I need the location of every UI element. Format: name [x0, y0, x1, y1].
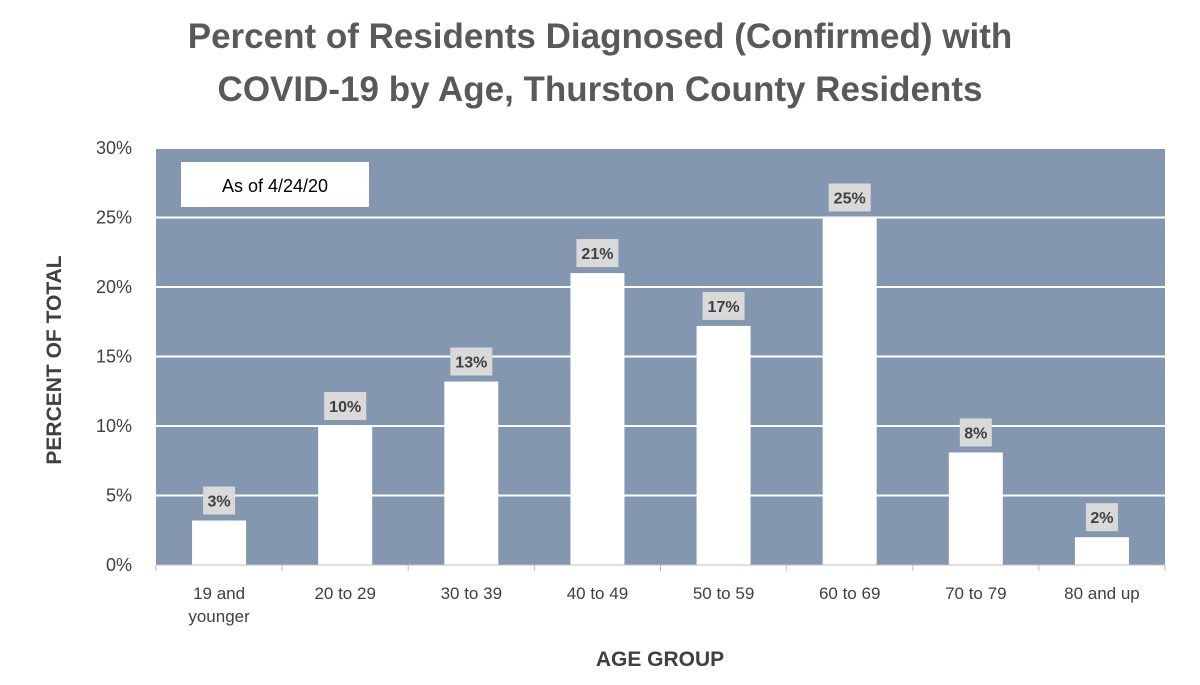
x-tick-label: 50 to 59	[693, 584, 754, 603]
data-label-box	[828, 183, 871, 212]
chart-title-line-2: COVID-19 by Age, Thurston County Residen…	[217, 70, 983, 109]
x-tick-label: 70 to 79	[945, 584, 1006, 603]
bar	[318, 426, 373, 565]
y-tick-label: 30%	[96, 138, 132, 158]
bar	[696, 325, 751, 565]
data-label: 25%	[834, 191, 866, 208]
annotation-box: As of 4/24/20	[181, 162, 369, 207]
data-label: 8%	[964, 425, 987, 442]
x-tick-label: 19 and younger	[188, 584, 250, 626]
data-label: 10%	[329, 399, 361, 416]
data-label: 21%	[581, 246, 613, 263]
data-label-box	[702, 291, 745, 320]
x-axis-title: AGE GROUP	[596, 648, 724, 671]
x-tick-label: 20 to 29	[314, 584, 375, 603]
y-tick-label: 5%	[106, 486, 132, 506]
data-label-box	[203, 486, 236, 515]
data-label-box	[576, 239, 619, 268]
x-tick-label: 40 to 49	[567, 584, 628, 603]
data-label: 13%	[455, 355, 487, 372]
bar	[570, 273, 625, 565]
x-axis: 19 and younger 20 to 29 30 to 39 40 to 49 50 …	[155, 564, 1166, 626]
y-tick-label: 0%	[106, 555, 132, 575]
y-tick-label: 10%	[96, 416, 132, 436]
annotation-text: As of 4/24/20	[222, 176, 328, 196]
bar	[192, 520, 247, 565]
bar	[822, 217, 877, 565]
data-label-box	[450, 347, 493, 376]
data-label: 2%	[1090, 510, 1113, 527]
y-tick-label: 20%	[96, 277, 132, 297]
y-axis: 0% 5% 10% 15% 20% 25% 30%	[96, 138, 132, 575]
data-label-box	[324, 392, 367, 420]
bars	[192, 217, 1129, 565]
data-label: 3%	[208, 494, 231, 511]
data-label-box	[959, 418, 992, 447]
y-tick-label: 15%	[96, 347, 132, 367]
y-axis-title: PERCENT OF TOTAL	[43, 255, 66, 464]
chart-title-line-1: Percent of Residents Diagnosed (Confirme…	[187, 17, 1013, 56]
x-tick-label: 80 and up	[1064, 584, 1140, 603]
bar	[444, 381, 499, 565]
y-tick-label: 25%	[96, 208, 132, 228]
bar	[1074, 537, 1129, 565]
bar	[948, 452, 1003, 565]
data-label: 17%	[708, 299, 740, 316]
x-tick-label: 30 to 39	[441, 584, 502, 603]
data-labels: 3% 10% 13% 21% 17% 25% 8% 2%	[203, 183, 1118, 532]
chart-title: Percent of Residents Diagnosed (Confirme…	[0, 10, 1200, 116]
x-tick-label: 60 to 69	[819, 584, 880, 603]
data-label-box	[1085, 503, 1118, 532]
